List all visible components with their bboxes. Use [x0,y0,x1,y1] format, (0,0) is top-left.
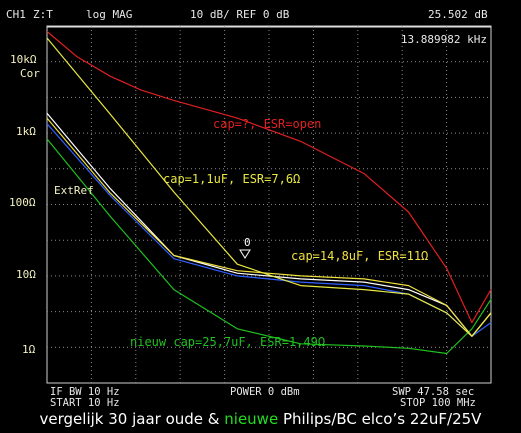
annotation-cap14: cap=14,8uF, ESR=11Ω [291,249,428,263]
power-label: POWER 0 dBm [230,386,300,398]
trace-cap14 [46,117,492,337]
annotation-new: nieuw cap=25,7uF, ESR=1,49Ω [130,335,325,349]
plot-frame [46,25,492,384]
annotation-cap1: cap=1,1uF, ESR=7,6Ω [163,172,300,186]
ylabel-100: 100Ω [9,196,36,209]
annotation-open: cap=?, ESR=open [213,117,321,131]
trace-label: Z:T [33,8,53,21]
marker-frequency: 13.889982 kHz [401,33,487,46]
marker-value: 25.502 dB [428,8,488,21]
caption-prefix: vergelijk 30 jaar oude & [39,410,225,428]
sweep-time-label: SWP 47.58 sec [392,386,475,398]
grid [46,25,492,384]
format-label: log MAG [86,8,133,21]
ylabel-1k: 1kΩ [16,125,36,138]
ylabel-1: 1Ω [22,343,36,356]
caption: vergelijk 30 jaar oude & nieuwe Philips/… [0,407,521,433]
scale-ref-label: 10 dB/ REF 0 dB [190,8,290,21]
stop-frequency-label: STOP 100 MHz [400,397,476,409]
ylabel-cor: Cor [20,67,40,80]
trace-cap1 [46,37,492,337]
caption-suffix: Philips/BC elco’s 22uF/25V [278,410,482,428]
ylabel-10k: 10kΩ [10,53,37,66]
traces [46,31,492,355]
marker-triangle [239,249,251,259]
channel-label: CH1 [6,8,26,21]
start-frequency-label: START 10 Hz [50,397,120,409]
if-bw-label: IF BW 10 Hz [50,386,120,398]
trace-open [46,31,492,324]
ylabel-extref: ExtRef [54,184,94,197]
ylabel-10: 10Ω [16,268,36,281]
marker-symbol: 0 [244,236,251,249]
trace-new [46,138,492,355]
caption-highlight: nieuwe [224,410,279,428]
